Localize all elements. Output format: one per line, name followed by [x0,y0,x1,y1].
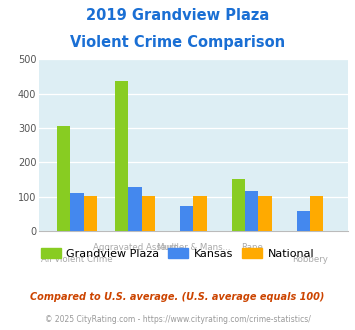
Text: Compared to U.S. average. (U.S. average equals 100): Compared to U.S. average. (U.S. average … [30,292,325,302]
Bar [258,196,272,231]
Text: Violent Crime Comparison: Violent Crime Comparison [70,35,285,50]
Bar [57,126,70,231]
Text: 2019 Grandview Plaza: 2019 Grandview Plaza [86,8,269,23]
Bar [310,196,323,231]
Bar [193,196,207,231]
Text: Robbery: Robbery [292,255,328,264]
Bar [84,196,97,231]
Bar [180,206,193,231]
Legend: Grandview Plaza, Kansas, National: Grandview Plaza, Kansas, National [36,244,319,263]
Bar [142,196,155,231]
Bar [245,190,258,231]
Bar [70,193,84,231]
Text: Murder & Mans...: Murder & Mans... [157,243,230,252]
Text: All Violent Crime: All Violent Crime [41,255,113,264]
Text: Rape: Rape [241,243,263,252]
Text: © 2025 CityRating.com - https://www.cityrating.com/crime-statistics/: © 2025 CityRating.com - https://www.city… [45,315,310,324]
Bar [232,179,245,231]
Text: Aggravated Assault: Aggravated Assault [93,243,178,252]
Bar [115,81,129,231]
Bar [129,187,142,231]
Bar [297,212,310,231]
